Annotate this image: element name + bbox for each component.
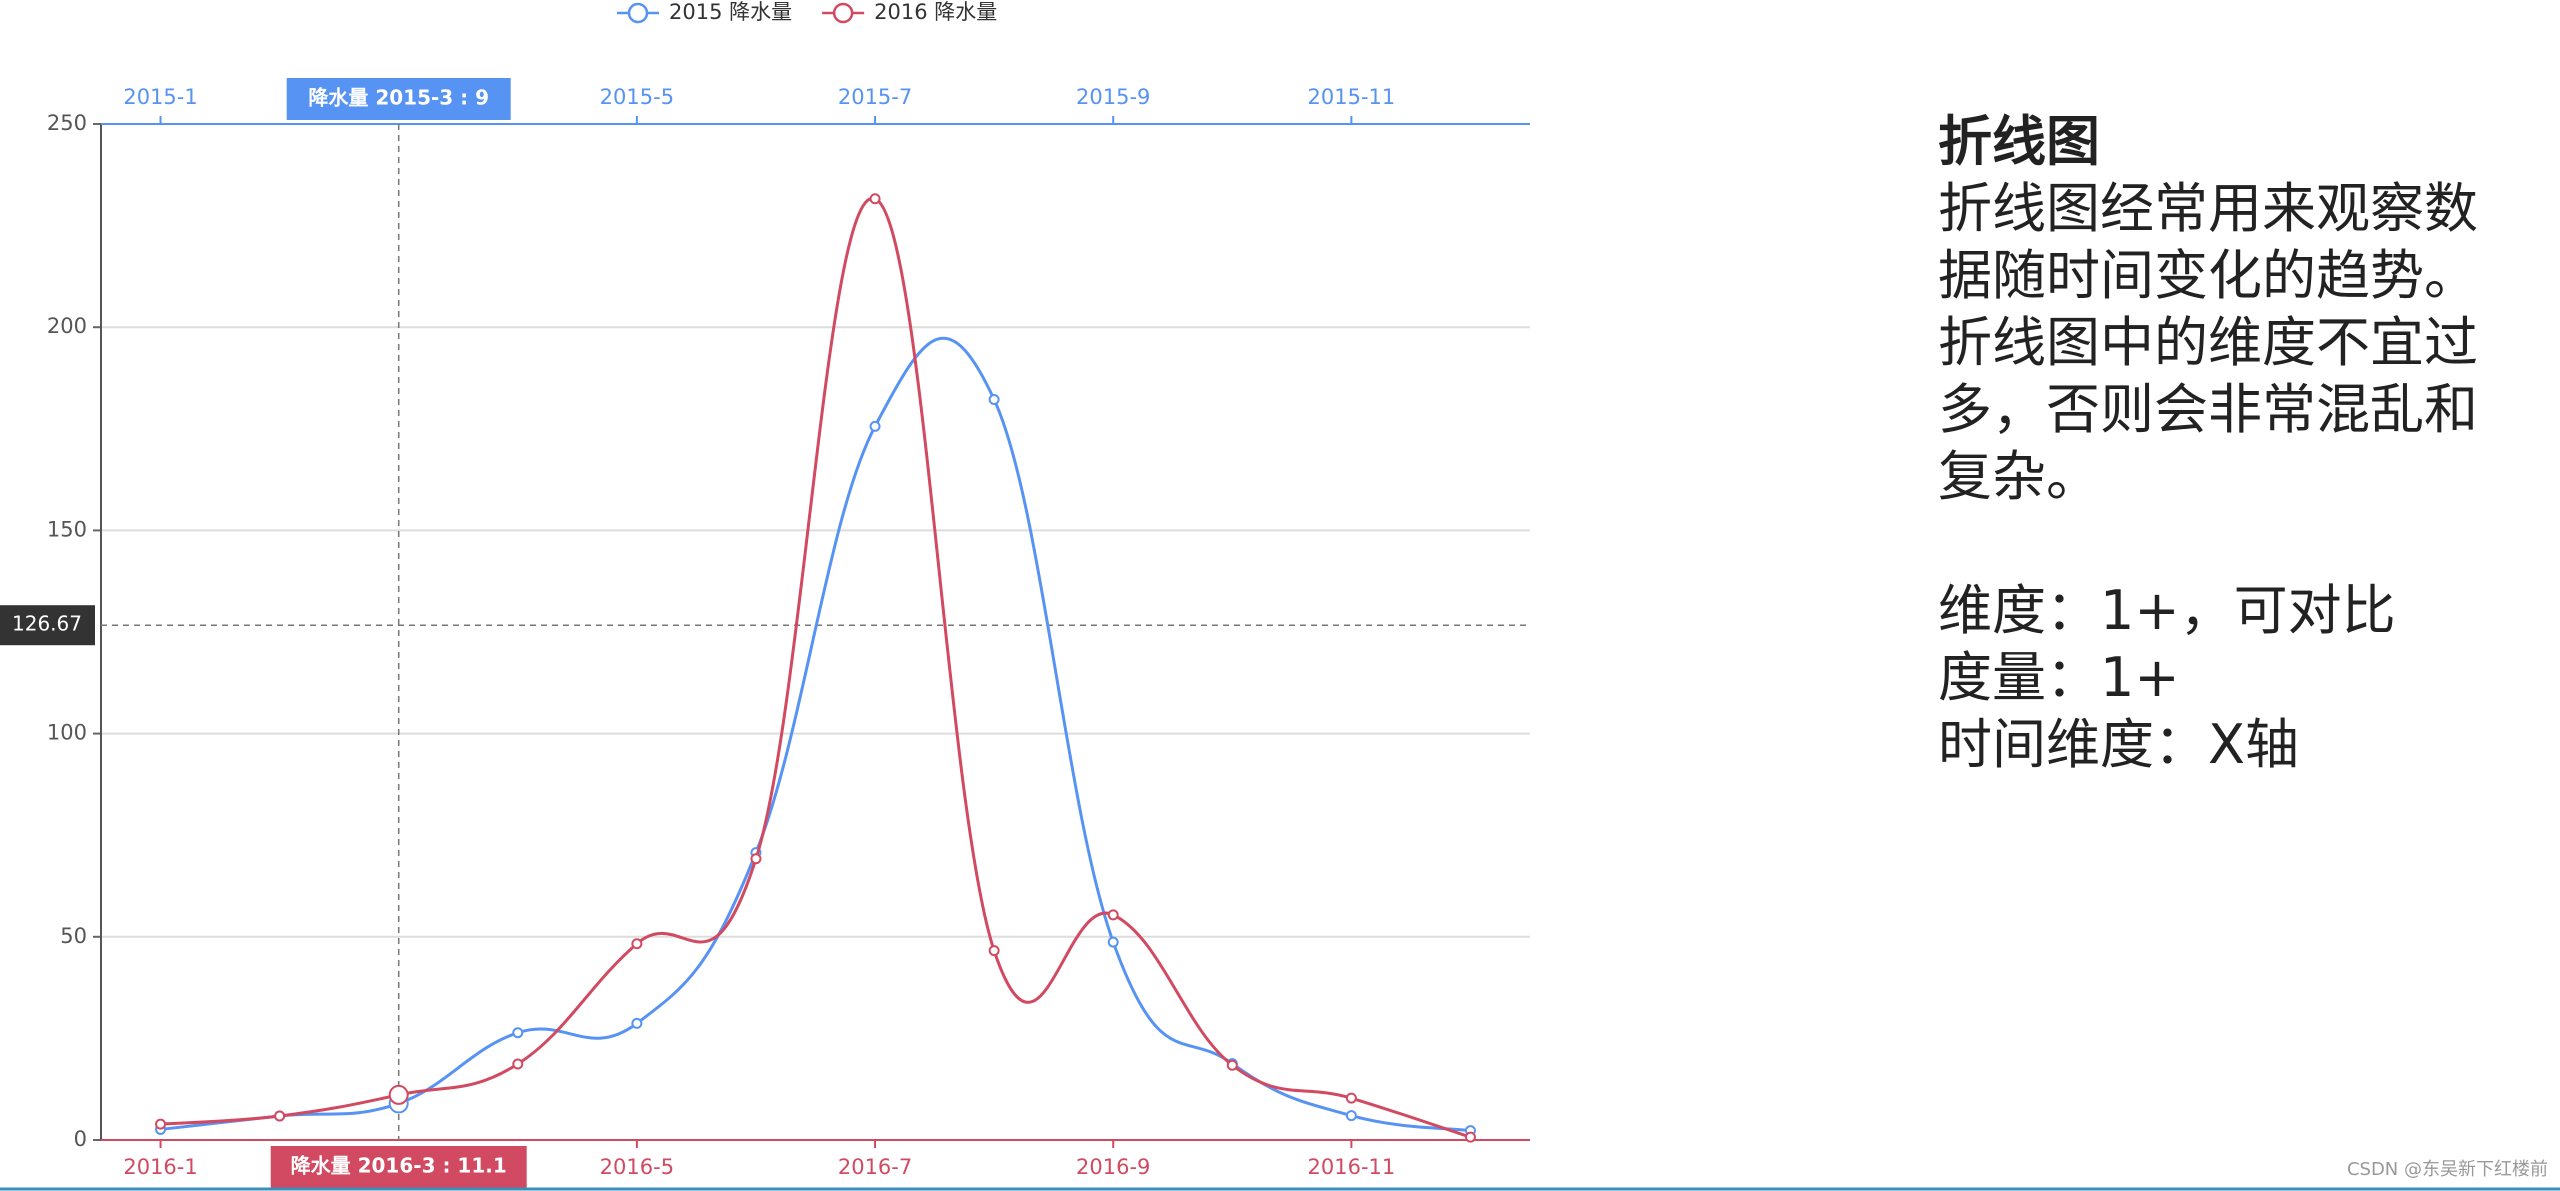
point: [1464, 1131, 1476, 1143]
legend-label: 2015 降水量: [669, 0, 792, 24]
point: [869, 193, 881, 205]
legend-label: 2016 降水量: [874, 0, 997, 24]
point: [155, 1118, 167, 1130]
point: [1226, 1059, 1238, 1071]
point: [869, 420, 881, 432]
x-tick-label: 2016-7: [838, 1155, 912, 1179]
pointer-label-top: 降水量 2015-3 : 9: [308, 86, 489, 110]
y-tick-label: 100: [47, 721, 87, 745]
point: [512, 1027, 524, 1039]
pointer-label-top-box: [286, 78, 511, 120]
x-tick-label-top: 2015-7: [838, 85, 912, 109]
text-line: 据随时间变化的趋势。: [1938, 244, 2478, 307]
point: [1107, 936, 1119, 948]
text-line: 折线图经常用来观察数: [1938, 177, 2478, 240]
series-line: [160, 197, 1471, 1139]
point: [1107, 909, 1119, 921]
x-tick-label: 2016-1: [123, 1155, 197, 1179]
panel-title: 折线图: [1938, 110, 2100, 173]
x-tick-label-top: 2015-9: [1076, 85, 1150, 109]
x-tick-label: 2016-9: [1076, 1155, 1150, 1179]
y-tick-label: 150: [47, 517, 87, 541]
text-line: 维度：1+，可对比: [1938, 579, 2396, 642]
watermark: CSDN @东吴新下红楼前: [2346, 1159, 2548, 1180]
text-line: 度量：1+: [1938, 646, 2180, 709]
point: [274, 1110, 286, 1122]
series-line: [160, 336, 1471, 1133]
pointer-label-y-box: [0, 605, 95, 646]
point: [988, 945, 1000, 957]
text-line: 折线图中的维度不宜过: [1938, 311, 2478, 374]
x-tick-label-top: 2015-1: [123, 85, 197, 109]
y-tick-label: 250: [47, 111, 87, 135]
legend-icon: [832, 2, 854, 24]
point: [631, 1017, 643, 1029]
text-line: 多，否则会非常混乱和: [1938, 378, 2478, 441]
y-tick-label: 50: [60, 924, 87, 948]
pointer-label-bottom-box: [270, 1146, 527, 1188]
point: [512, 1058, 524, 1070]
pointer-label-y: 126.67: [12, 612, 82, 636]
side-panel: 折线图 折线图经常用来观察数 据随时间变化的趋势。 折线图中的维度不宜过 多，否则会非…: [1938, 108, 2478, 778]
point: [1345, 1110, 1357, 1122]
text-line: 复杂。: [1938, 445, 2100, 508]
point: [1345, 1092, 1357, 1104]
y-tick-label: 0: [74, 1127, 87, 1151]
paragraph: 折线图经常用来观察数 据随时间变化的趋势。 折线图中的维度不宜过 多，否则会非常混乱和…: [1938, 175, 2478, 510]
point: [750, 853, 762, 865]
point: [388, 1084, 409, 1105]
x-tick-label-top: 2015-5: [600, 85, 674, 109]
x-tick-label-top: 2015-11: [1308, 85, 1396, 109]
x-tick-label: 2016-11: [1308, 1155, 1396, 1179]
point: [988, 394, 1000, 406]
x-tick-label: 2016-5: [600, 1155, 674, 1179]
text-line: 时间维度：X轴: [1938, 713, 2299, 776]
paragraph: 维度：1+，可对比 度量：1+ 时间维度：X轴: [1938, 577, 2478, 778]
point: [631, 938, 643, 950]
y-tick-label: 200: [47, 314, 87, 338]
legend-icon: [627, 2, 649, 24]
pointer-label-bottom: 降水量 2016-3 : 11.1: [291, 1154, 507, 1178]
